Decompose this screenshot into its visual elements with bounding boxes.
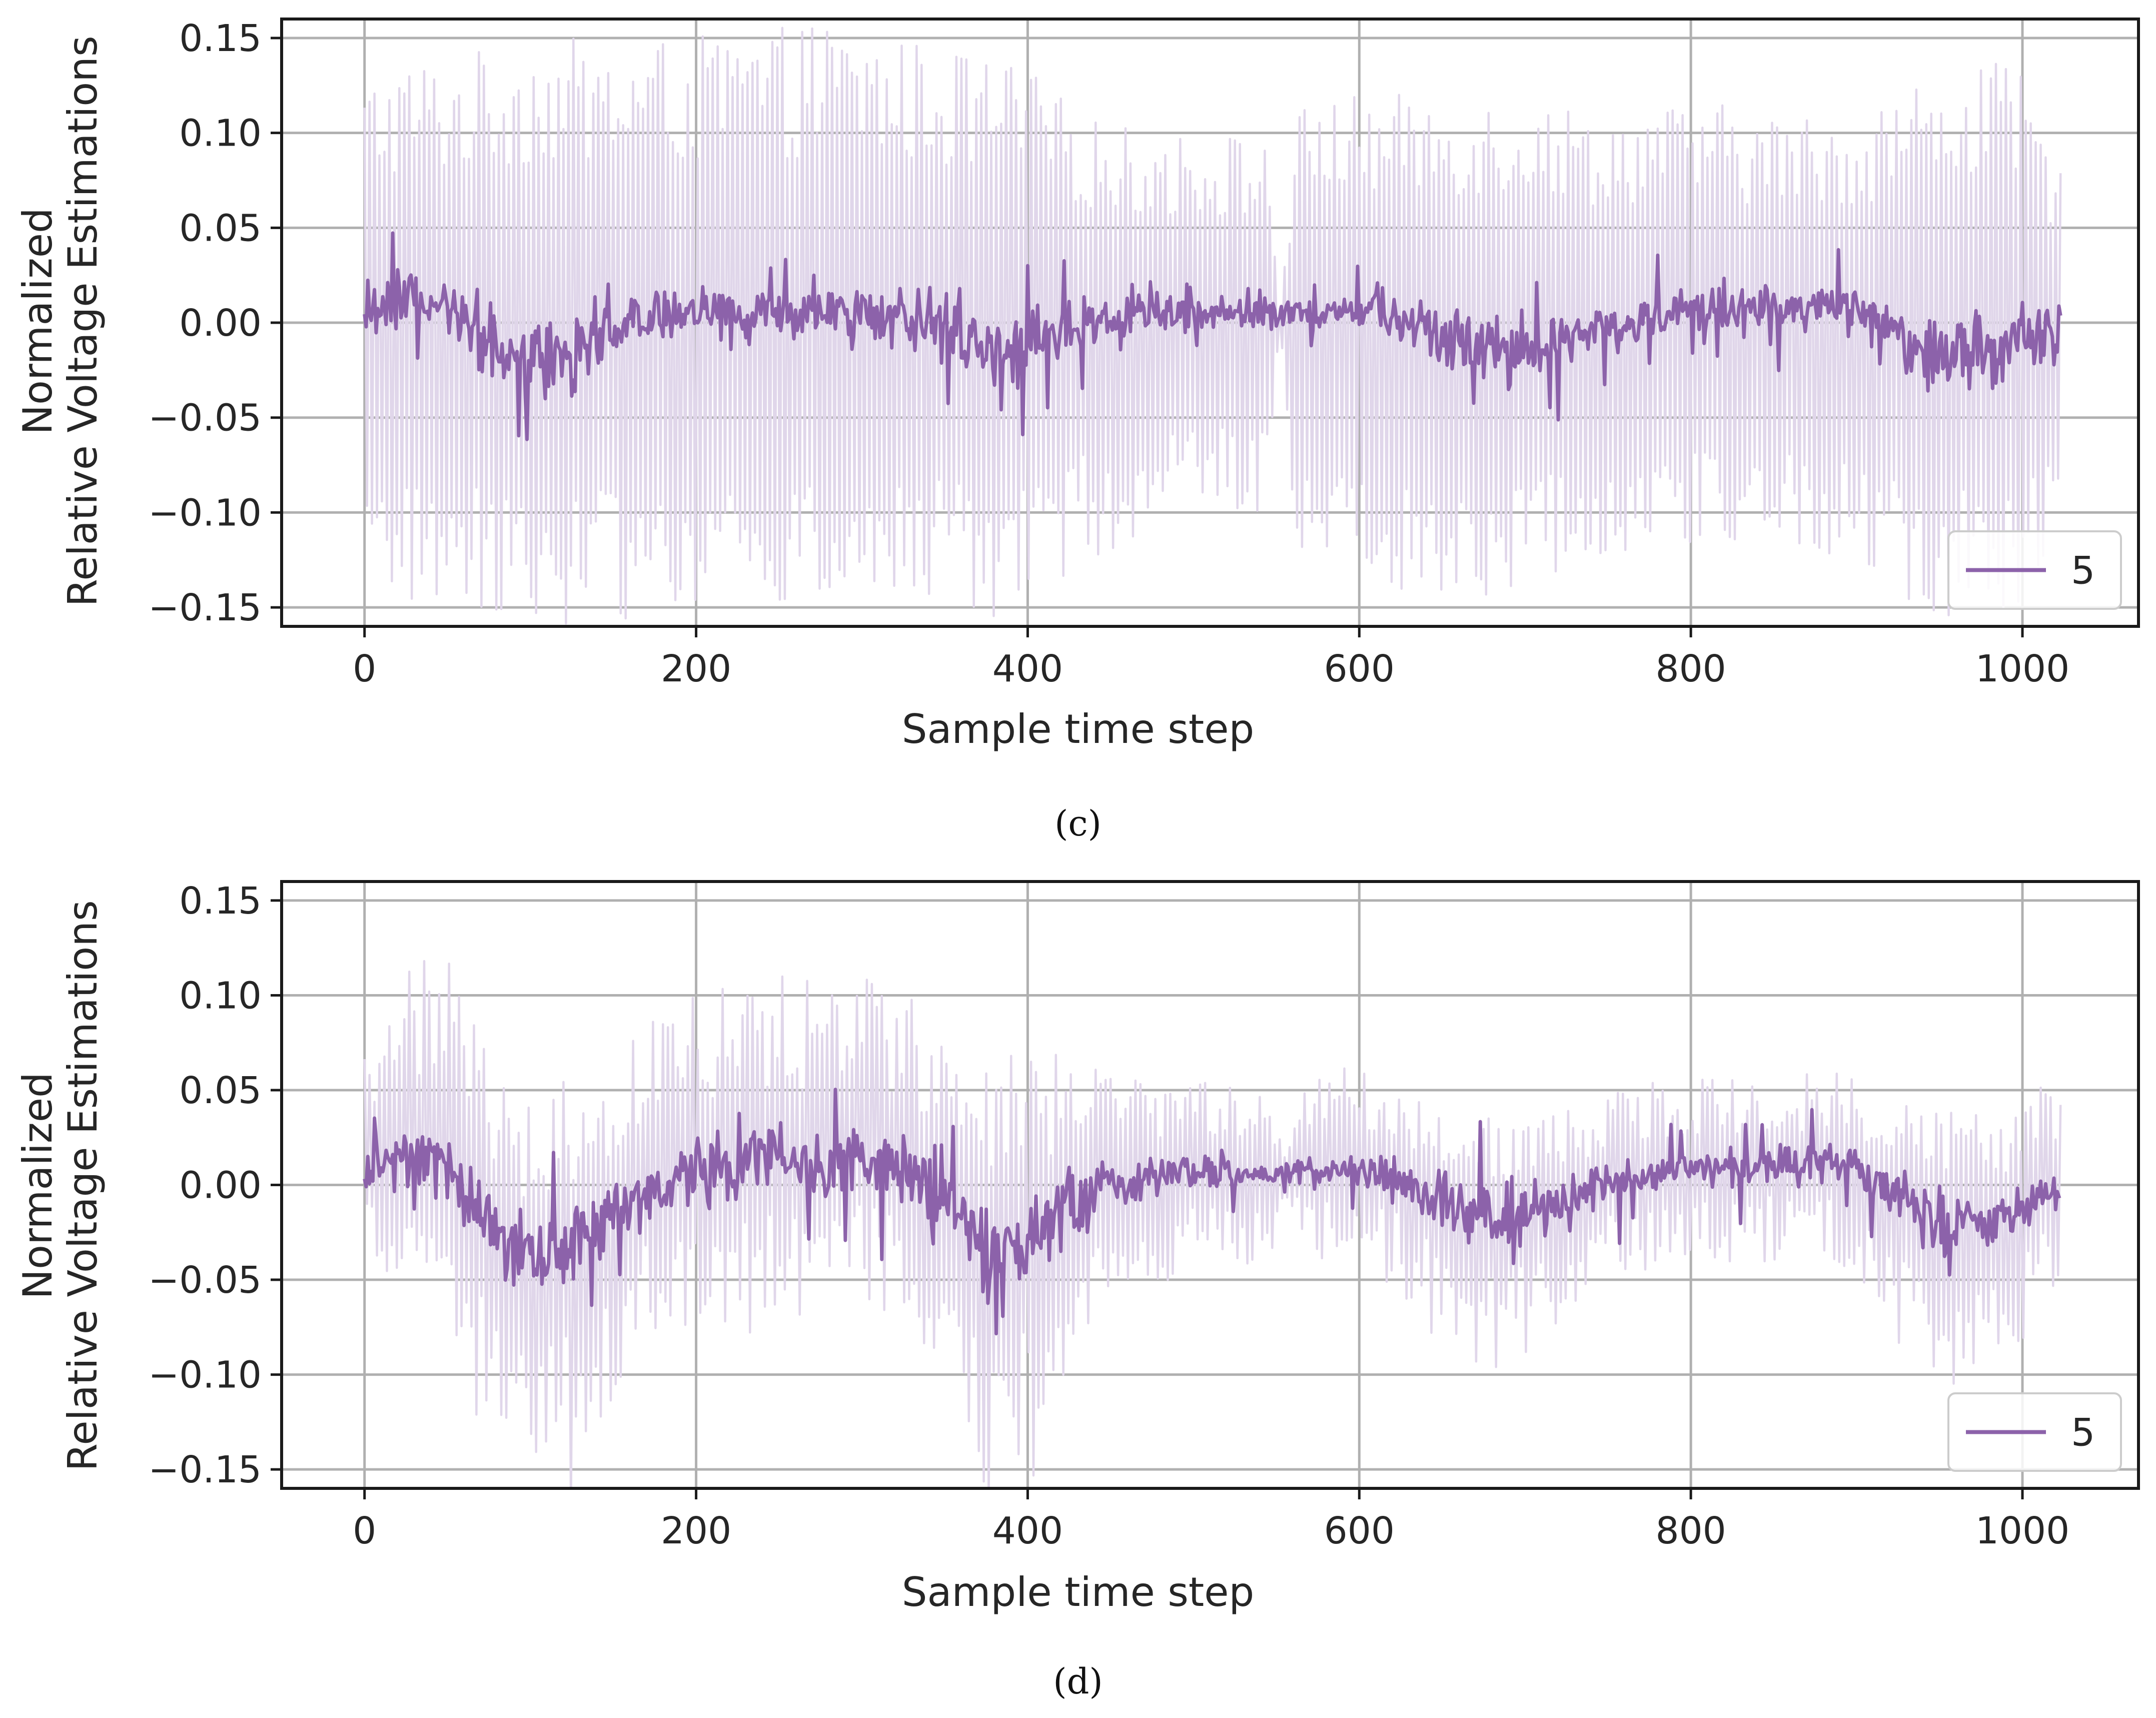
- y-axis-label-line1-c: Normalized: [15, 208, 61, 435]
- x-tick-label-600-d: 600: [1324, 1509, 1395, 1552]
- series-line-c: [363, 231, 2062, 441]
- y-axis-label-line2-d: Relative Voltage Estimations: [60, 900, 106, 1471]
- x-tick-label-1000-d: 1000: [1975, 1509, 2069, 1552]
- x-tick-label-400-d: 400: [992, 1509, 1063, 1552]
- x-axis-label-c: Sample time step: [902, 706, 1255, 752]
- y-axis-label-line2-c: Relative Voltage Estimations: [60, 36, 106, 606]
- y-tick-label-1-d: −0.10: [148, 1354, 262, 1397]
- x-axis-label-d: Sample time step: [902, 1569, 1255, 1615]
- x-tick-label-0-d: 0: [353, 1509, 376, 1552]
- legend-d: 5: [1947, 1392, 2122, 1472]
- y-axis-label-line1-d: Normalized: [15, 1072, 61, 1299]
- legend-label-c: 5: [2071, 548, 2095, 593]
- y-tick-label-0-d: −0.15: [148, 1448, 262, 1491]
- legend-label-d: 5: [2071, 1410, 2095, 1455]
- x-tick-label-800-c: 800: [1656, 647, 1726, 690]
- y-tick-label-2-c: −0.05: [148, 397, 262, 440]
- series-line-d: [363, 1088, 2061, 1336]
- y-tick-label-0-c: −0.15: [148, 586, 262, 629]
- x-tick-label-800-d: 800: [1656, 1509, 1726, 1552]
- x-tick-label-1000-c: 1000: [1975, 647, 2069, 690]
- ticks-c: 0 200 400 600 800 1000 −0.15 −0.10 −0.05 0.00 0.05…: [148, 17, 2069, 690]
- y-tick-label-6-c: 0.15: [179, 17, 262, 60]
- x-tick-label-200-d: 200: [661, 1509, 731, 1552]
- y-tick-label-4-c: 0.05: [179, 207, 262, 250]
- series-band-line-c: [363, 27, 2062, 625]
- x-tick-label-200-c: 200: [661, 647, 731, 690]
- y-tick-label-6-d: 0.15: [179, 880, 262, 923]
- y-tick-label-2-d: −0.05: [148, 1259, 262, 1302]
- chart-panel-d: 0 200 400 600 800 1000 −0.15 −0.10 −0.05 0.00 0.05…: [15, 880, 2140, 1702]
- ticks-d: 0 200 400 600 800 1000 −0.15 −0.10 −0.05 0.00 0.05…: [148, 880, 2069, 1552]
- x-tick-label-400-c: 400: [992, 647, 1063, 690]
- caption-d: (d): [1053, 1661, 1103, 1702]
- x-tick-label-600-c: 600: [1324, 647, 1395, 690]
- plot-area-c: 0 200 400 600 800 1000 −0.15 −0.10 −0.05 0.00 0.05…: [148, 17, 2140, 690]
- y-tick-label-4-d: 0.05: [179, 1069, 262, 1112]
- y-tick-label-1-c: −0.10: [148, 491, 262, 534]
- y-tick-label-3-d: 0.00: [179, 1164, 262, 1207]
- y-tick-label-5-c: 0.10: [179, 112, 262, 155]
- legend-c: 5: [1947, 530, 2122, 610]
- y-tick-label-5-d: 0.10: [179, 974, 262, 1017]
- x-tick-label-0-c: 0: [353, 647, 376, 690]
- caption-c: (c): [1054, 803, 1102, 844]
- chart-panel-c: 0 200 400 600 800 1000 −0.15 −0.10 −0.05 0.00 0.05…: [15, 17, 2140, 844]
- y-tick-label-3-c: 0.00: [179, 302, 262, 345]
- plot-area-d: 0 200 400 600 800 1000 −0.15 −0.10 −0.05 0.00 0.05…: [148, 880, 2140, 1552]
